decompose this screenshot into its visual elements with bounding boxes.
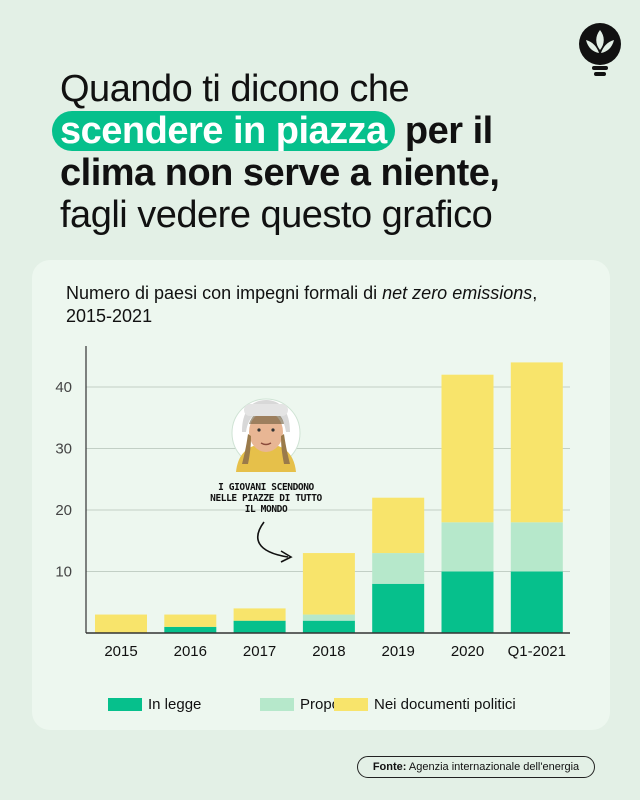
- chart-title-tail: , 2015-2021: [66, 283, 538, 326]
- bar-segment: [164, 626, 217, 633]
- headline-line-4: fagli vedere questo grafico: [60, 194, 493, 236]
- x-tick-label: 2015: [104, 643, 137, 660]
- bar-segment: [441, 571, 494, 633]
- legend-swatch: [108, 698, 142, 711]
- bar-segment: [372, 553, 425, 584]
- bar-segment: [372, 583, 425, 633]
- x-tick-label: Q1-2021: [508, 643, 566, 660]
- legend-label: In legge: [148, 696, 202, 713]
- y-tick-label: 40: [55, 379, 72, 396]
- chart-title: Numero di paesi con impegni formali di n…: [66, 282, 566, 328]
- headline-line-2: scendere in piazza per il: [52, 110, 600, 152]
- bar-segment: [302, 620, 355, 633]
- headline: Quando ti dicono che scendere in piazza …: [52, 68, 600, 236]
- legend-label: Nei documenti politici: [374, 696, 516, 713]
- legend-swatch: [334, 698, 368, 711]
- y-tick-label: 10: [55, 564, 72, 581]
- x-tick-label: 2016: [174, 643, 207, 660]
- source-text: Agenzia internazionale dell'energia: [408, 761, 580, 773]
- chart-title-italic: net zero emissions: [382, 283, 533, 303]
- y-tick-label: 20: [55, 502, 72, 519]
- bar-segment: [510, 522, 563, 572]
- headline-line-2-rest: per il: [404, 110, 493, 152]
- legend-swatch: [260, 698, 294, 711]
- annotation-line: NELLE PIAZZE DI TUTTO: [210, 493, 322, 504]
- chart-title-main: Numero di paesi con impegni formali di: [66, 283, 383, 303]
- x-tick-label: 2017: [243, 643, 276, 660]
- person-illustration: [231, 398, 301, 472]
- y-tick-label: 30: [55, 441, 72, 458]
- headline-line-1: Quando ti dicono che: [60, 68, 410, 110]
- bar-segment: [233, 620, 286, 633]
- bar-segment: [441, 374, 494, 523]
- source-label: Fonte:: [372, 761, 407, 773]
- headline-line-3: clima non serve a niente,: [60, 152, 500, 194]
- bar-segment: [510, 571, 563, 633]
- bar-segment: [441, 522, 494, 572]
- source-badge: Fonte: Agenzia internazionale dell'energ…: [357, 756, 595, 778]
- annotation-line: IL MONDO: [244, 504, 288, 515]
- leaf-lightbulb-icon: [579, 23, 621, 76]
- bar-segment: [302, 553, 355, 615]
- bar-segment: [302, 614, 355, 621]
- annotation-line: I GIOVANI SCENDONO: [218, 482, 314, 493]
- bar-segment: [233, 608, 286, 621]
- annotation-arrow: [256, 521, 293, 563]
- annotation-text: I GIOVANI SCENDONO NELLE PIAZZE DI TUTTO…: [196, 482, 336, 515]
- bar-segment: [510, 362, 563, 523]
- x-tick-label: 2020: [451, 643, 484, 660]
- x-tick-label: 2019: [382, 643, 415, 660]
- bar-segment: [164, 614, 217, 627]
- headline-highlight: scendere in piazza: [52, 111, 395, 151]
- x-tick-label: 2018: [312, 643, 345, 660]
- bar-segment: [372, 497, 425, 554]
- bar-segment: [95, 614, 147, 633]
